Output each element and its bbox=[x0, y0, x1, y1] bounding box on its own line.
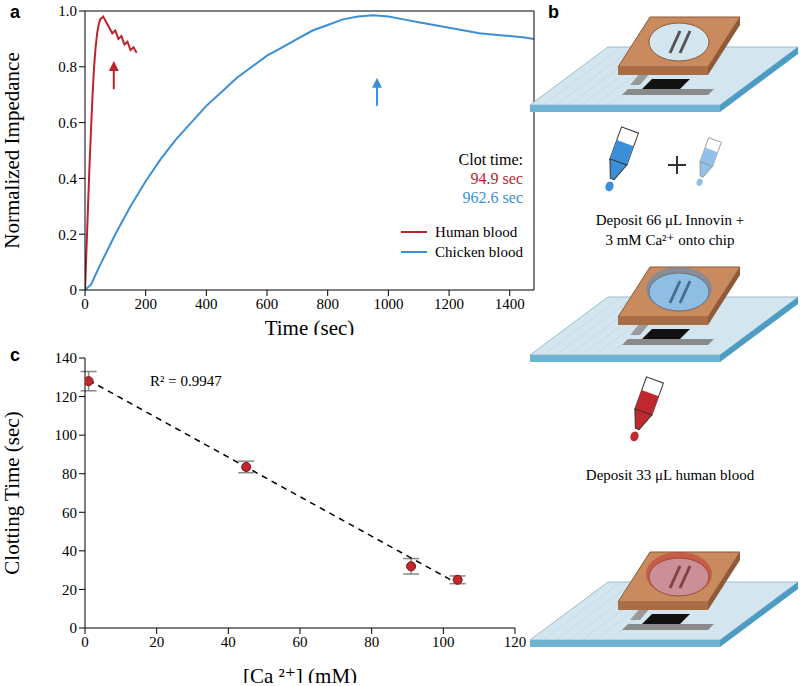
svg-text:40: 40 bbox=[221, 634, 236, 650]
svg-text:0.4: 0.4 bbox=[58, 171, 77, 187]
svg-text:100: 100 bbox=[55, 427, 78, 443]
svg-text:0.8: 0.8 bbox=[58, 59, 77, 75]
html-text:c: c bbox=[10, 345, 20, 365]
svg-text:Time (sec): Time (sec) bbox=[265, 316, 355, 335]
html-text:b: b bbox=[548, 2, 559, 22]
svg-text:60: 60 bbox=[62, 505, 77, 521]
html-text:R² = 0.9947: R² = 0.9947 bbox=[150, 373, 222, 389]
svg-text:400: 400 bbox=[195, 296, 218, 312]
svg-text:100: 100 bbox=[432, 634, 455, 650]
svg-text:20: 20 bbox=[62, 582, 77, 598]
html-text:962.6 sec: 962.6 sec bbox=[462, 189, 523, 206]
svg-text:80: 80 bbox=[364, 634, 379, 650]
svg-text:140: 140 bbox=[55, 350, 78, 366]
svg-text:0: 0 bbox=[70, 620, 78, 636]
svg-text:40: 40 bbox=[62, 543, 77, 559]
svg-text:600: 600 bbox=[256, 296, 279, 312]
svg-text:3 mM Ca²⁺ onto chip: 3 mM Ca²⁺ onto chip bbox=[605, 232, 734, 248]
svg-text:1.0: 1.0 bbox=[58, 3, 77, 19]
svg-text:[Ca ²⁺] (mM): [Ca ²⁺] (mM) bbox=[243, 664, 357, 683]
svg-text:Deposit 33 μL human blood: Deposit 33 μL human blood bbox=[586, 467, 755, 483]
svg-text:1400: 1400 bbox=[495, 296, 525, 312]
html-text:Human blood: Human blood bbox=[435, 224, 518, 240]
svg-text:0: 0 bbox=[81, 296, 89, 312]
svg-text:80: 80 bbox=[62, 466, 77, 482]
svg-text:200: 200 bbox=[134, 296, 157, 312]
html-text:a: a bbox=[10, 2, 20, 22]
svg-text:Normalized Impedance: Normalized Impedance bbox=[8, 52, 24, 249]
svg-text:1000: 1000 bbox=[373, 296, 403, 312]
svg-text:20: 20 bbox=[149, 634, 164, 650]
svg-text:0: 0 bbox=[81, 634, 89, 650]
svg-text:60: 60 bbox=[293, 634, 308, 650]
svg-text:0.2: 0.2 bbox=[58, 227, 77, 243]
svg-text:0.6: 0.6 bbox=[58, 115, 77, 131]
svg-text:800: 800 bbox=[316, 296, 339, 312]
svg-text:Deposit 66 μL Innovin +: Deposit 66 μL Innovin + bbox=[596, 212, 744, 228]
svg-text:1200: 1200 bbox=[434, 296, 464, 312]
html-text:Chicken blood: Chicken blood bbox=[435, 244, 523, 260]
svg-text:Clotting Time (sec): Clotting Time (sec) bbox=[8, 411, 24, 574]
svg-text:0: 0 bbox=[70, 282, 78, 298]
svg-text:120: 120 bbox=[504, 634, 527, 650]
svg-text:120: 120 bbox=[55, 389, 78, 405]
html-text:94.9 sec: 94.9 sec bbox=[470, 170, 523, 187]
html-text:Clot time:: Clot time: bbox=[458, 151, 523, 168]
